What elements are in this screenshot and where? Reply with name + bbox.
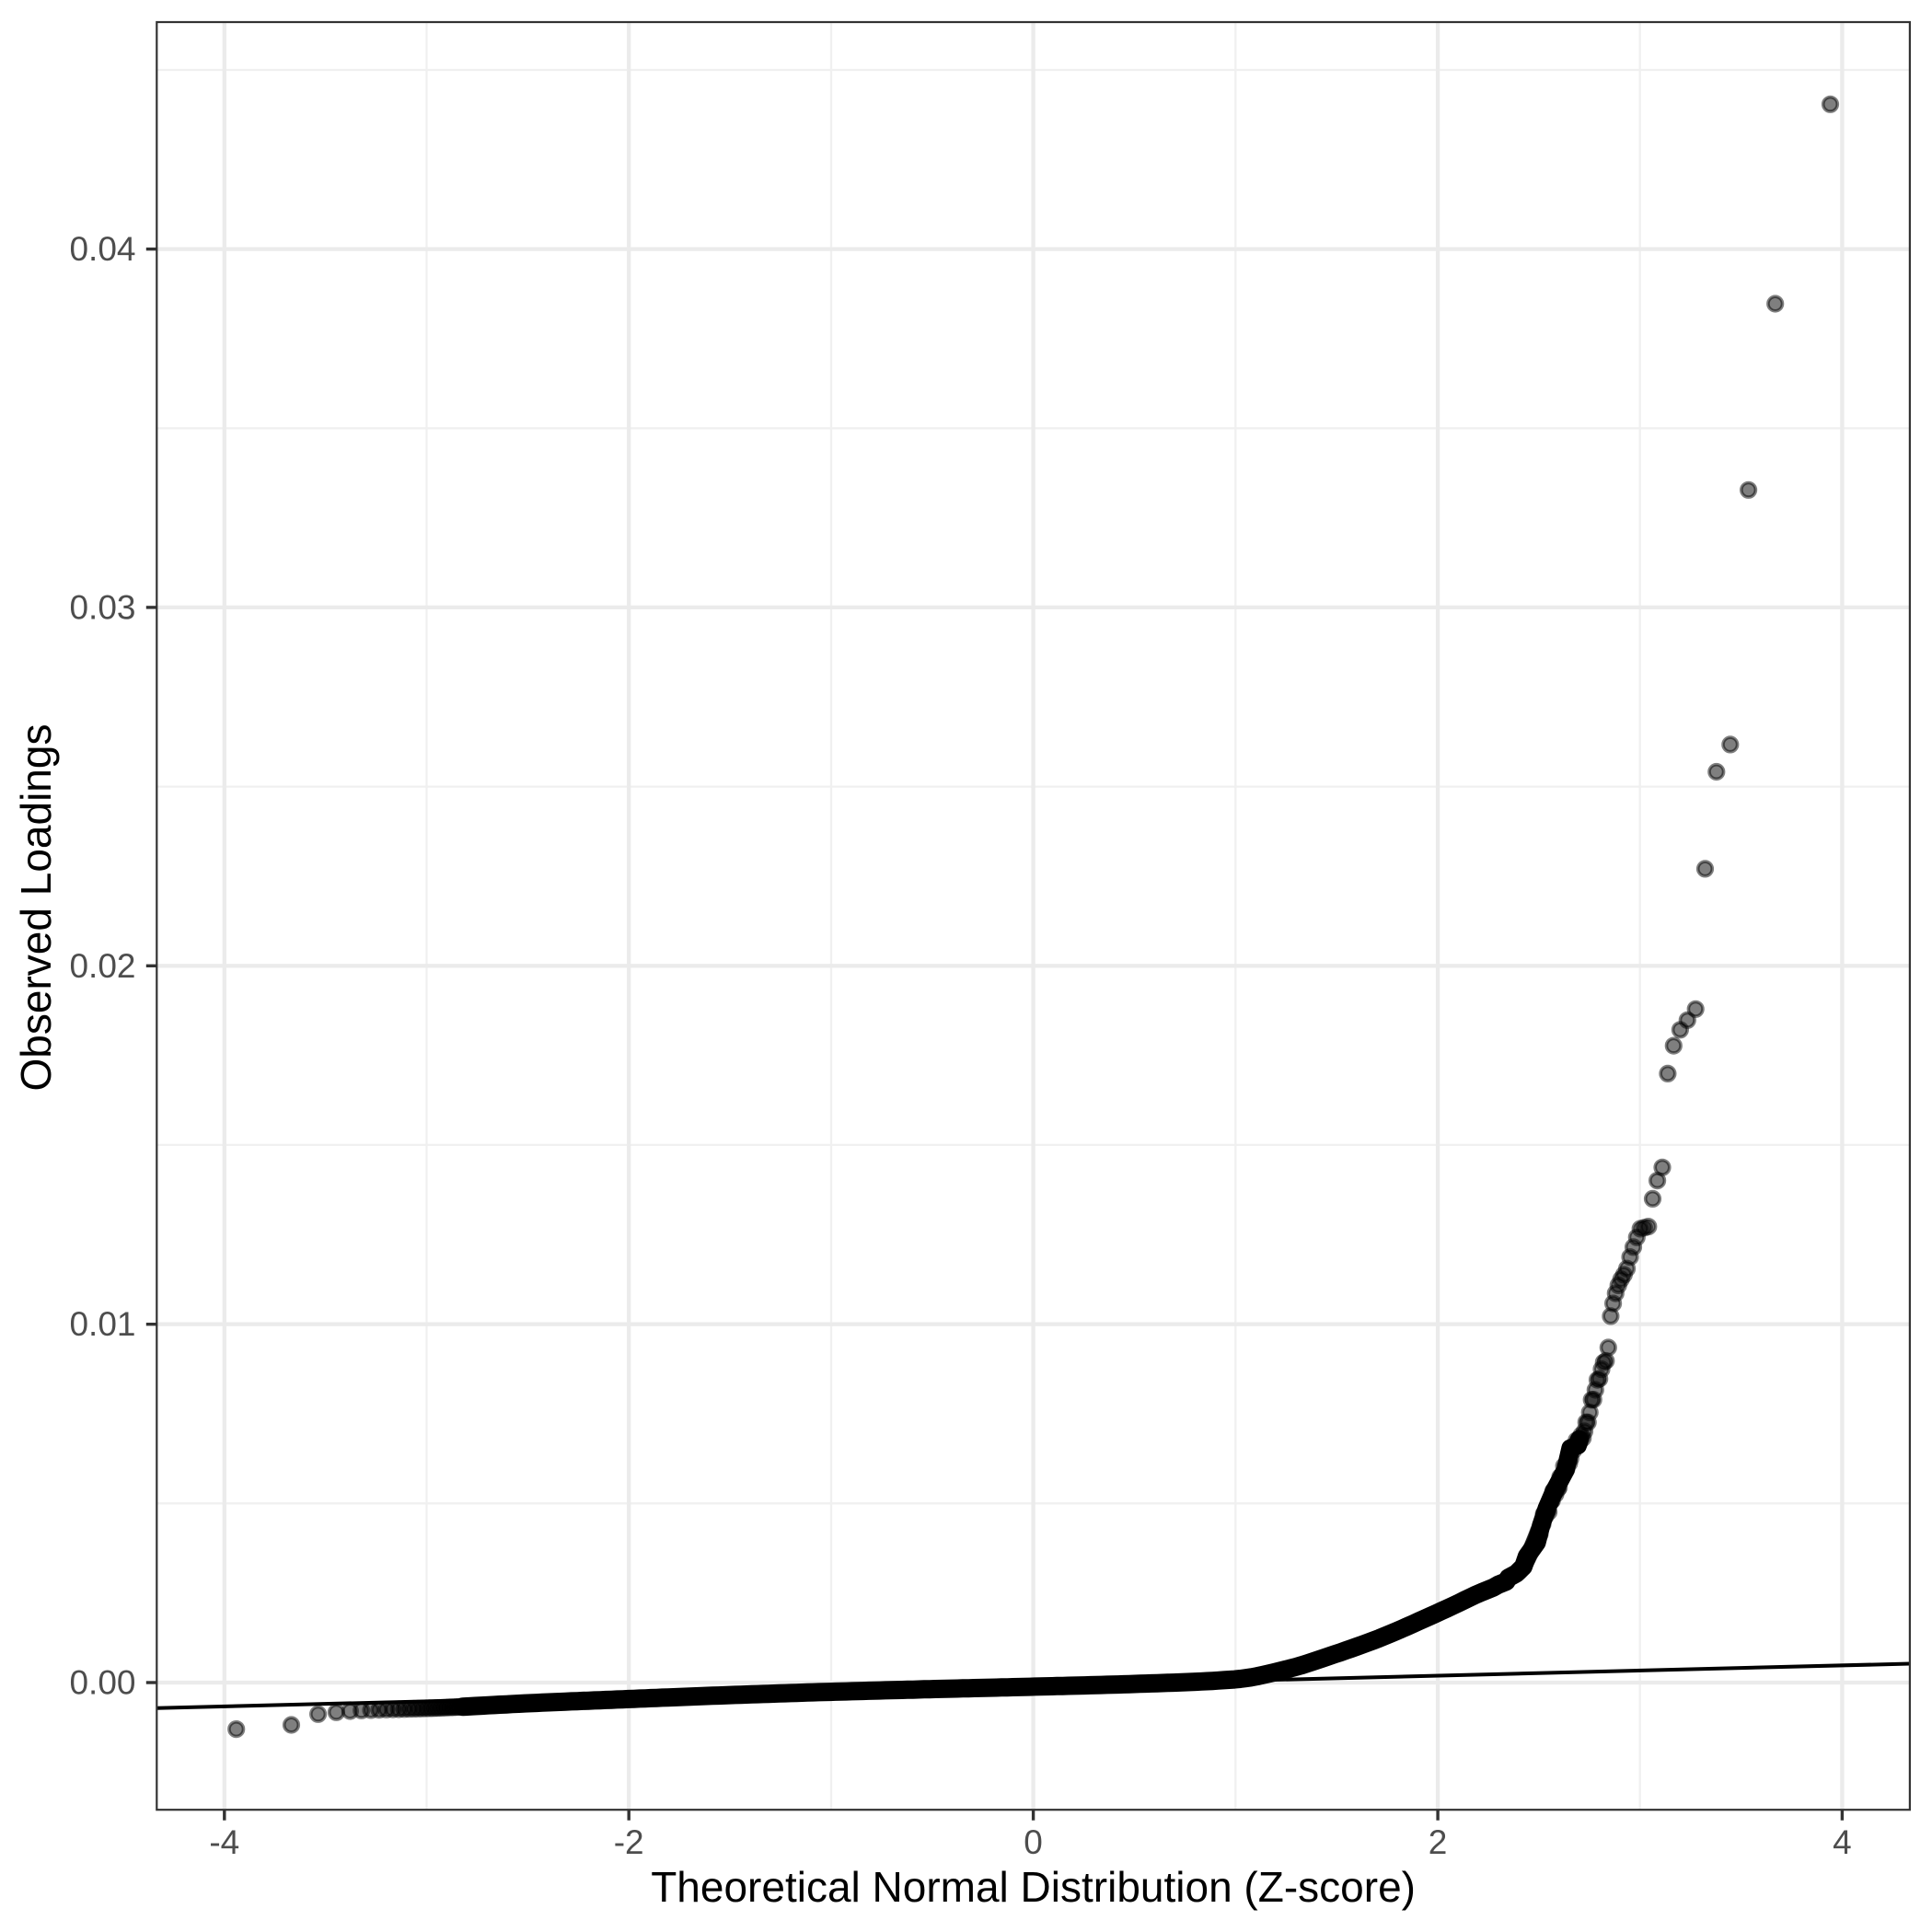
svg-text:0.00: 0.00 [69, 1664, 135, 1702]
svg-text:0.01: 0.01 [69, 1305, 135, 1343]
svg-text:-4: -4 [209, 1823, 239, 1861]
svg-text:Theoretical Normal Distributio: Theoretical Normal Distribution (Z-score… [651, 1863, 1416, 1911]
svg-text:-2: -2 [614, 1823, 644, 1861]
svg-text:0.03: 0.03 [69, 588, 135, 626]
svg-text:0: 0 [1024, 1823, 1043, 1861]
svg-text:0.02: 0.02 [69, 947, 135, 985]
svg-text:Observed Loadings: Observed Loadings [12, 724, 60, 1092]
svg-text:4: 4 [1833, 1823, 1852, 1861]
svg-text:2: 2 [1429, 1823, 1448, 1861]
svg-text:0.04: 0.04 [69, 230, 135, 268]
